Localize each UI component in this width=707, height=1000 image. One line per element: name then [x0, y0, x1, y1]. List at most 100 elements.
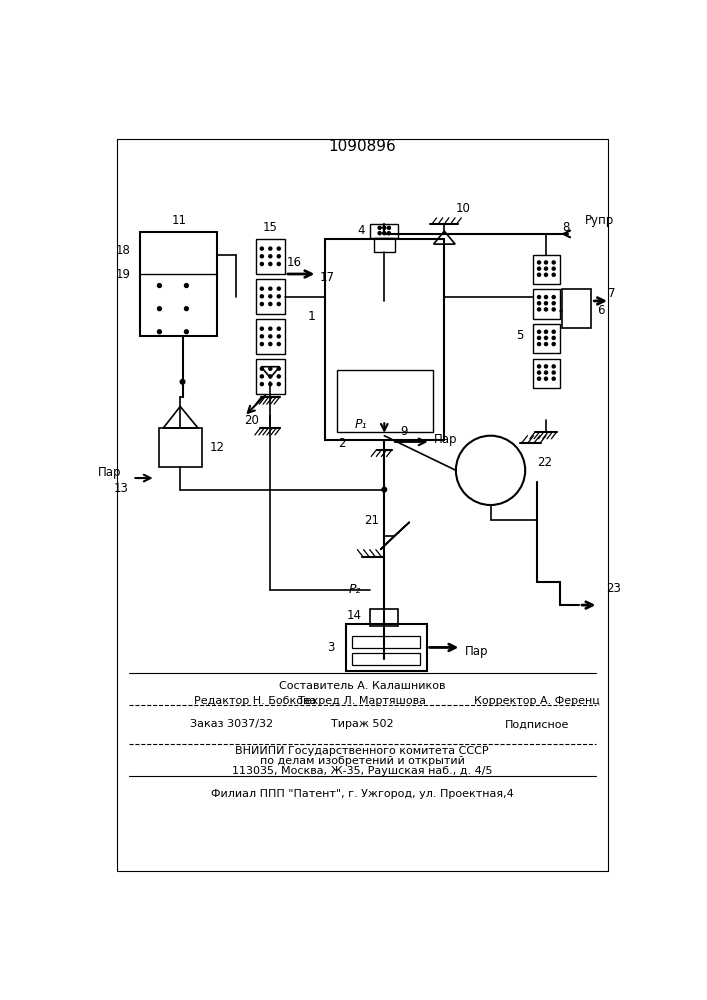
Text: Пар: Пар	[434, 433, 458, 446]
Circle shape	[269, 295, 272, 298]
Circle shape	[269, 287, 272, 290]
Circle shape	[185, 284, 188, 287]
Circle shape	[269, 383, 272, 386]
Circle shape	[260, 367, 264, 370]
Circle shape	[552, 273, 555, 276]
Circle shape	[158, 284, 161, 287]
Bar	[533, 289, 560, 319]
Text: 11: 11	[171, 214, 186, 227]
Text: 8: 8	[562, 221, 570, 234]
Circle shape	[260, 247, 264, 250]
Circle shape	[277, 295, 281, 298]
Circle shape	[552, 267, 555, 270]
Text: 22: 22	[537, 456, 551, 469]
Circle shape	[269, 375, 272, 378]
Bar	[562, 289, 592, 328]
Circle shape	[544, 377, 547, 380]
Bar	[370, 224, 398, 238]
Circle shape	[537, 371, 541, 374]
Bar	[370, 609, 398, 626]
Circle shape	[277, 335, 281, 338]
Circle shape	[387, 226, 390, 229]
Bar	[337, 370, 433, 432]
Circle shape	[552, 296, 555, 299]
Circle shape	[260, 383, 264, 386]
Circle shape	[260, 375, 264, 378]
Bar	[346, 624, 426, 671]
Circle shape	[277, 367, 281, 370]
Circle shape	[269, 302, 272, 306]
Circle shape	[277, 343, 281, 346]
Circle shape	[544, 371, 547, 374]
Text: 2: 2	[338, 437, 346, 450]
Text: 12: 12	[209, 441, 225, 454]
Circle shape	[260, 287, 264, 290]
Text: Пар: Пар	[98, 466, 121, 479]
Circle shape	[277, 375, 281, 378]
Circle shape	[552, 336, 555, 339]
Circle shape	[544, 273, 547, 276]
Circle shape	[537, 302, 541, 305]
Bar	[256, 279, 285, 314]
Circle shape	[260, 255, 264, 258]
Circle shape	[552, 365, 555, 368]
Text: Тираж 502: Тираж 502	[331, 719, 393, 729]
Text: Пар: Пар	[465, 645, 489, 658]
Circle shape	[260, 327, 264, 330]
Text: 15: 15	[263, 221, 278, 234]
Circle shape	[387, 232, 390, 235]
Circle shape	[158, 330, 161, 334]
Circle shape	[537, 336, 541, 339]
Text: 23: 23	[606, 582, 621, 595]
Text: 1090896: 1090896	[328, 139, 396, 154]
Circle shape	[537, 273, 541, 276]
Circle shape	[552, 302, 555, 305]
Circle shape	[537, 267, 541, 270]
Text: 18: 18	[116, 244, 131, 257]
Circle shape	[537, 261, 541, 264]
Circle shape	[544, 267, 547, 270]
Text: Составитель А. Калашников: Составитель А. Калашников	[279, 681, 445, 691]
Text: 113035, Москва, Ж-35, Раушская наб., д. 4/5: 113035, Москва, Ж-35, Раушская наб., д. …	[232, 766, 492, 776]
Circle shape	[260, 262, 264, 266]
Circle shape	[544, 336, 547, 339]
Text: 20: 20	[245, 414, 259, 427]
Bar	[533, 359, 560, 388]
Text: 10: 10	[456, 202, 471, 215]
Circle shape	[158, 307, 161, 311]
Circle shape	[544, 330, 547, 333]
Circle shape	[260, 295, 264, 298]
Text: 9: 9	[399, 425, 407, 438]
Circle shape	[378, 232, 381, 235]
Circle shape	[537, 330, 541, 333]
Text: 14: 14	[346, 609, 361, 622]
Text: по делам изобретений и открытий: по делам изобретений и открытий	[259, 756, 464, 766]
Text: 7: 7	[609, 287, 616, 300]
Circle shape	[277, 255, 281, 258]
Circle shape	[277, 302, 281, 306]
Bar	[256, 239, 285, 274]
Bar	[373, 238, 395, 252]
Circle shape	[185, 307, 188, 311]
Circle shape	[277, 247, 281, 250]
Circle shape	[277, 383, 281, 386]
Circle shape	[260, 343, 264, 346]
Circle shape	[552, 308, 555, 311]
Text: Корректор А. Ференц: Корректор А. Ференц	[474, 696, 600, 706]
Text: 1: 1	[308, 310, 315, 323]
Circle shape	[269, 335, 272, 338]
Circle shape	[552, 343, 555, 346]
Circle shape	[269, 255, 272, 258]
Bar	[325, 239, 444, 440]
Text: 17: 17	[320, 271, 334, 284]
Circle shape	[382, 226, 386, 229]
Bar	[140, 232, 217, 336]
Text: 3: 3	[327, 641, 334, 654]
Text: 6: 6	[597, 304, 604, 317]
Circle shape	[260, 302, 264, 306]
Text: 13: 13	[114, 482, 129, 495]
Text: 19: 19	[116, 267, 131, 280]
Text: Pупр: Pупр	[585, 214, 614, 227]
Bar	[352, 636, 421, 648]
Text: 5: 5	[516, 329, 524, 342]
